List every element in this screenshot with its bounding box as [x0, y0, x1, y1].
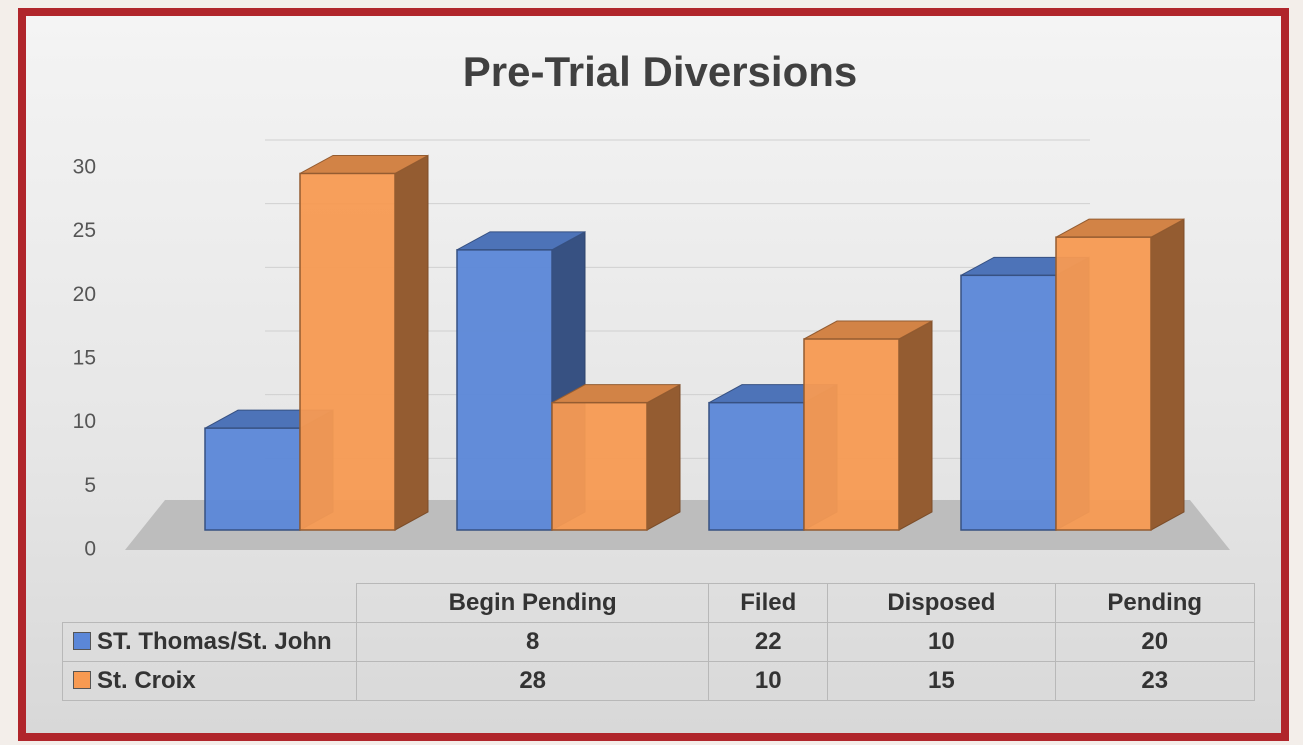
- bar: [299, 172, 396, 531]
- bar: [960, 274, 1057, 531]
- table-row: St. Croix 28 10 15 23: [62, 661, 1256, 701]
- table-value: 23: [1054, 661, 1256, 701]
- table-header: Begin Pending Filed Disposed Pending: [62, 583, 1256, 623]
- y-tick-label: 10: [73, 410, 96, 433]
- legend-swatch: [73, 632, 91, 650]
- bar: [708, 401, 805, 531]
- y-tick-label: 25: [73, 219, 96, 242]
- table-row: ST. Thomas/St. John 8 22 10 20: [62, 622, 1256, 662]
- bar-side: [898, 320, 933, 531]
- legend-entry: ST. Thomas/St. John: [62, 622, 357, 662]
- y-tick-label: 20: [73, 283, 96, 306]
- table-corner: [62, 583, 357, 623]
- table-value: 8: [355, 622, 710, 662]
- bar-side: [394, 154, 429, 531]
- y-tick-label: 5: [84, 474, 96, 497]
- table-value: 20: [1054, 622, 1256, 662]
- table-value: 28: [355, 661, 710, 701]
- category-header: Begin Pending: [355, 583, 710, 623]
- bar: [204, 427, 301, 531]
- bar: [803, 338, 900, 531]
- bar: [456, 249, 553, 531]
- chart-title: Pre-Trial Diversions: [463, 48, 858, 95]
- category-header: Disposed: [827, 583, 1056, 623]
- bar-side: [1150, 218, 1185, 531]
- legend-swatch: [73, 671, 91, 689]
- bar-side: [646, 383, 681, 531]
- legend-entry: St. Croix: [62, 661, 357, 701]
- table-value: 22: [708, 622, 829, 662]
- bar: [551, 401, 648, 531]
- table-value: 10: [708, 661, 829, 701]
- y-tick-label: 15: [73, 347, 96, 370]
- table-value: 15: [827, 661, 1056, 701]
- data-table: Begin Pending Filed Disposed Pending ST. Th…: [62, 583, 1256, 701]
- y-tick-label: 30: [73, 156, 96, 179]
- table-value: 10: [827, 622, 1056, 662]
- category-header: Filed: [708, 583, 829, 623]
- bar: [1055, 236, 1152, 531]
- category-header: Pending: [1054, 583, 1256, 623]
- y-tick-label: 0: [84, 538, 96, 561]
- legend-label: St. Croix: [97, 667, 196, 694]
- legend-label: ST. Thomas/St. John: [97, 628, 332, 655]
